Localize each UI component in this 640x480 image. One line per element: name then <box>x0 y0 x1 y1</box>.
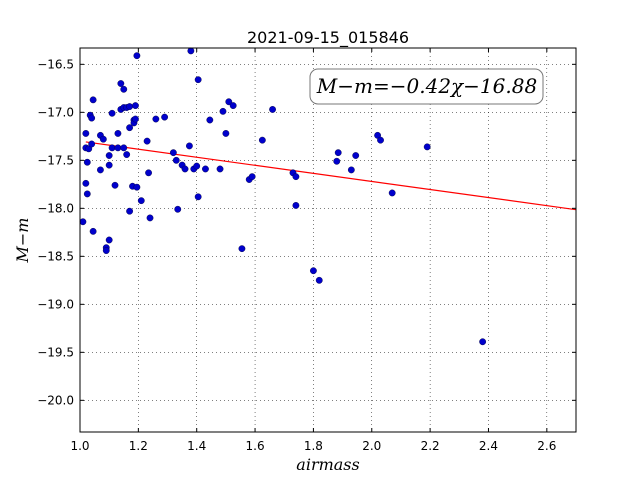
data-point <box>99 135 107 143</box>
data-point <box>229 102 237 110</box>
data-point <box>120 85 128 93</box>
data-point <box>347 166 355 174</box>
fit-line <box>85 141 577 211</box>
y-axis-label: M−m <box>13 218 32 264</box>
data-point <box>88 114 96 122</box>
x-tick-label: 2.0 <box>362 439 381 453</box>
data-point <box>423 143 431 151</box>
data-point <box>143 137 151 145</box>
fit-equation-frame <box>309 68 544 105</box>
x-tick-label: 2.2 <box>421 439 440 453</box>
data-point <box>120 144 128 152</box>
data-point <box>82 130 90 137</box>
y-tick-label: −18.5 <box>37 249 74 263</box>
data-point <box>132 115 139 123</box>
data-point <box>248 173 256 181</box>
data-point <box>193 162 201 170</box>
y-tick-label: −16.5 <box>37 57 74 71</box>
data-point <box>315 276 323 284</box>
data-point <box>102 247 110 254</box>
data-point <box>310 267 317 275</box>
data-point <box>352 152 360 159</box>
data-point <box>126 207 134 215</box>
data-point <box>132 102 139 110</box>
data-point <box>238 245 246 253</box>
x-tick-label: 1.4 <box>187 439 206 453</box>
y-tick-label: −18.0 <box>37 201 74 215</box>
data-point <box>292 202 300 209</box>
data-point <box>133 52 141 60</box>
data-point <box>333 157 341 165</box>
data-point <box>222 130 230 137</box>
data-point <box>152 115 160 123</box>
data-point <box>111 181 119 189</box>
y-tick-label: −17.5 <box>37 153 74 167</box>
data-point <box>82 179 90 187</box>
data-point <box>194 193 202 201</box>
data-point <box>108 109 116 117</box>
data-point <box>117 80 125 87</box>
data-points <box>79 47 487 346</box>
data-point <box>377 136 384 144</box>
data-point <box>123 151 131 158</box>
x-tick-label: 2.4 <box>479 439 498 453</box>
data-point <box>145 169 152 177</box>
fit-line-group <box>85 141 577 211</box>
x-tick-label: 1.2 <box>129 439 148 453</box>
data-point <box>105 236 113 244</box>
data-point <box>97 166 104 174</box>
data-point <box>89 96 97 104</box>
data-point <box>219 107 227 115</box>
data-point <box>105 152 113 159</box>
x-tick-label: 1.6 <box>246 439 265 453</box>
y-tick-label: −19.0 <box>37 297 74 311</box>
grid <box>80 48 576 432</box>
data-point <box>114 130 122 137</box>
data-point <box>79 218 87 226</box>
x-axis-label: airmass <box>296 455 359 474</box>
data-point <box>388 189 396 197</box>
x-tick-label: 1.8 <box>304 439 323 453</box>
data-point <box>258 136 266 144</box>
data-point <box>137 197 145 205</box>
data-point <box>202 165 209 173</box>
data-point <box>225 98 233 106</box>
data-point <box>88 140 96 148</box>
y-tick-label: −17.0 <box>37 105 74 119</box>
data-point <box>174 205 182 213</box>
data-point <box>133 183 141 191</box>
data-point <box>83 158 91 166</box>
data-point <box>187 47 195 55</box>
data-point <box>161 113 169 121</box>
data-point <box>114 144 122 152</box>
data-point <box>89 227 97 235</box>
data-point <box>146 214 154 222</box>
plot-area-frame <box>79 47 577 433</box>
data-point <box>206 116 214 124</box>
data-point <box>126 103 134 110</box>
x-tick-label: 2.6 <box>537 439 556 453</box>
data-point <box>194 76 202 84</box>
data-point <box>83 190 91 198</box>
data-point <box>181 165 189 173</box>
data-point <box>172 156 180 164</box>
axis-ticks: 1.0 1.2 1.4 1.6 1.8 2.0 2.2 2.4 2.6 −16.5 −17.0 −17… <box>37 48 576 453</box>
fit-equation-text: M−m=−0.42χ−16.88 <box>316 74 537 98</box>
data-point <box>479 338 487 346</box>
data-point <box>334 149 342 157</box>
x-tick-label: 1.0 <box>70 439 89 453</box>
data-point <box>216 165 224 173</box>
y-tick-label: −20.0 <box>37 393 74 407</box>
data-point <box>292 173 300 181</box>
data-point <box>169 149 177 157</box>
fit-equation-box: M−m=−0.42χ−16.88 <box>309 68 544 105</box>
data-point <box>269 106 276 113</box>
data-point <box>108 144 116 152</box>
chart-title: 2021-09-15_015846 <box>247 28 409 48</box>
data-point <box>126 124 134 132</box>
y-tick-label: −19.5 <box>37 345 74 359</box>
data-point <box>186 142 193 150</box>
data-point <box>105 161 113 169</box>
